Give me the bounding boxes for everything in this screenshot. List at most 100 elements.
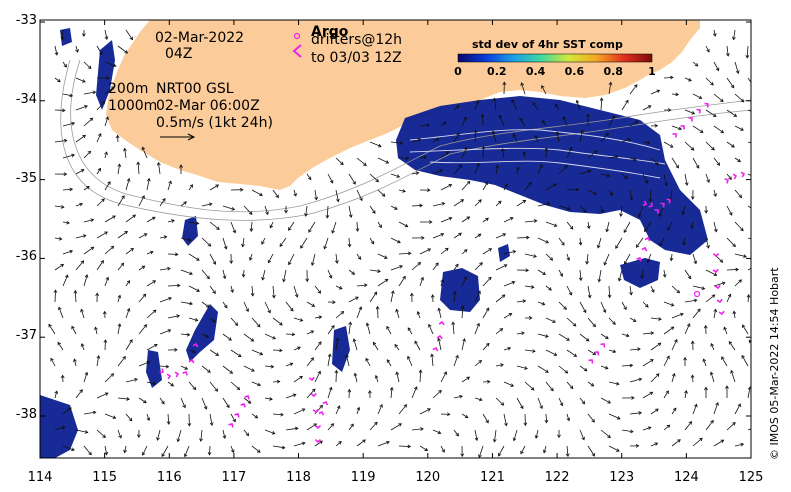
current-vector	[159, 236, 167, 239]
current-vector-head	[71, 121, 76, 126]
current-vector	[734, 61, 739, 74]
current-vector	[671, 339, 678, 351]
current-vector	[663, 355, 670, 367]
current-vector	[293, 442, 306, 447]
current-vector	[167, 413, 170, 425]
current-vector	[272, 445, 285, 449]
current-vector	[157, 429, 161, 441]
current-vector-head	[427, 248, 432, 252]
current-vector	[222, 301, 228, 309]
current-vector	[649, 189, 652, 202]
current-vector-head	[94, 326, 98, 331]
current-vector-head	[291, 332, 296, 337]
current-vector-head	[760, 446, 763, 449]
current-vector-head	[207, 451, 212, 456]
current-vector-head	[389, 386, 394, 391]
current-vector-head	[732, 310, 737, 315]
current-vector-head	[581, 436, 585, 441]
current-vector	[432, 262, 439, 271]
current-vector-head	[655, 161, 659, 166]
map-time: 04Z	[165, 46, 193, 62]
current-vector	[734, 93, 744, 103]
current-vector-head	[250, 293, 255, 297]
current-vector-head	[607, 294, 612, 299]
current-vector-head	[259, 351, 264, 356]
current-vector	[251, 445, 261, 453]
current-vector	[75, 260, 84, 271]
current-vector-head	[82, 33, 86, 37]
current-vector-head	[522, 299, 527, 303]
current-vector-head	[413, 386, 418, 390]
current-vector	[272, 285, 275, 298]
current-vector-head	[142, 293, 147, 298]
current-vector	[663, 141, 674, 148]
current-vector	[474, 397, 483, 401]
current-vector-head	[565, 453, 570, 458]
current-vector-head	[711, 294, 716, 298]
current-vector-head	[690, 147, 695, 151]
current-vector	[96, 168, 101, 175]
current-vector-head	[171, 219, 175, 223]
current-vector	[201, 203, 212, 207]
current-vector	[348, 322, 351, 335]
current-vector	[629, 285, 632, 295]
current-vector-head	[362, 439, 366, 443]
current-vector	[250, 221, 253, 232]
current-vector	[75, 203, 83, 207]
current-vector	[96, 392, 109, 399]
current-vector-head	[325, 215, 330, 219]
current-vector	[188, 381, 196, 390]
current-vector	[537, 164, 543, 175]
current-vector-head	[509, 217, 514, 221]
current-vector	[356, 407, 360, 415]
current-vector	[96, 101, 106, 111]
current-vector-head	[638, 377, 643, 382]
current-vector	[726, 45, 729, 57]
current-vector-head	[110, 373, 115, 377]
current-vector-head	[230, 289, 234, 294]
current-vector	[54, 263, 64, 271]
current-vector-head	[234, 322, 239, 326]
current-vector-head	[684, 389, 688, 394]
current-vector	[398, 445, 411, 447]
current-vector	[659, 237, 665, 246]
current-vector-head	[106, 76, 110, 80]
current-vector	[331, 221, 337, 234]
current-vector	[756, 280, 759, 286]
current-vector-head	[582, 309, 587, 314]
current-vector	[705, 173, 710, 183]
drifter-marker	[322, 400, 329, 406]
current-vector-head	[323, 245, 327, 250]
current-vector	[438, 308, 442, 319]
current-vector	[288, 253, 295, 265]
current-vector	[390, 237, 401, 243]
current-vector	[608, 317, 616, 325]
current-vector	[579, 301, 587, 313]
current-vector-head	[357, 256, 362, 260]
current-vector	[663, 424, 670, 431]
current-vector-head	[503, 264, 508, 268]
current-vector-head	[419, 203, 423, 208]
current-vector-head	[245, 308, 249, 313]
current-vector	[495, 233, 506, 239]
current-vector-head	[336, 198, 340, 203]
current-vector	[272, 413, 284, 416]
current-vector	[545, 253, 553, 261]
current-vector	[419, 277, 424, 287]
current-vector-head	[307, 176, 312, 181]
current-vector	[180, 237, 191, 241]
current-vector	[742, 324, 749, 335]
current-vector-head	[152, 309, 157, 314]
current-vector	[482, 217, 489, 223]
current-vector-head	[441, 201, 446, 206]
current-vector-head	[664, 182, 669, 187]
current-vector	[209, 413, 213, 426]
current-vector-head	[695, 165, 700, 169]
current-vector	[495, 328, 503, 335]
current-vector	[461, 116, 467, 127]
current-vector	[264, 365, 274, 368]
current-vector-head	[616, 448, 620, 452]
current-vector-head	[123, 147, 127, 152]
current-vector	[268, 253, 274, 263]
current-vector-head	[627, 138, 632, 142]
